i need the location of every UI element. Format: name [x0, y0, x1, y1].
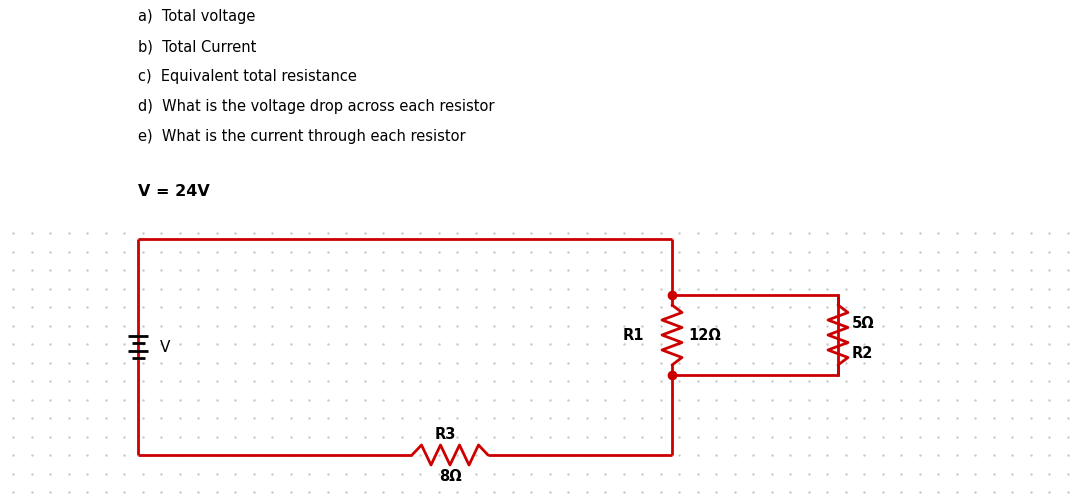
Text: 5Ω: 5Ω [852, 316, 875, 331]
Text: c)  Equivalent total resistance: c) Equivalent total resistance [138, 69, 357, 84]
Text: a)  Total voltage: a) Total voltage [138, 9, 256, 24]
Text: e)  What is the current through each resistor: e) What is the current through each resi… [138, 129, 466, 144]
Text: R3: R3 [435, 427, 455, 442]
Text: d)  What is the voltage drop across each resistor: d) What is the voltage drop across each … [138, 99, 494, 114]
Text: 12Ω: 12Ω [688, 328, 721, 342]
Text: b)  Total Current: b) Total Current [138, 39, 257, 54]
Text: V: V [160, 339, 170, 354]
Text: R2: R2 [852, 345, 873, 360]
Text: R1: R1 [623, 328, 644, 342]
Text: 8Ω: 8Ω [439, 469, 462, 484]
Text: V = 24V: V = 24V [138, 184, 209, 199]
